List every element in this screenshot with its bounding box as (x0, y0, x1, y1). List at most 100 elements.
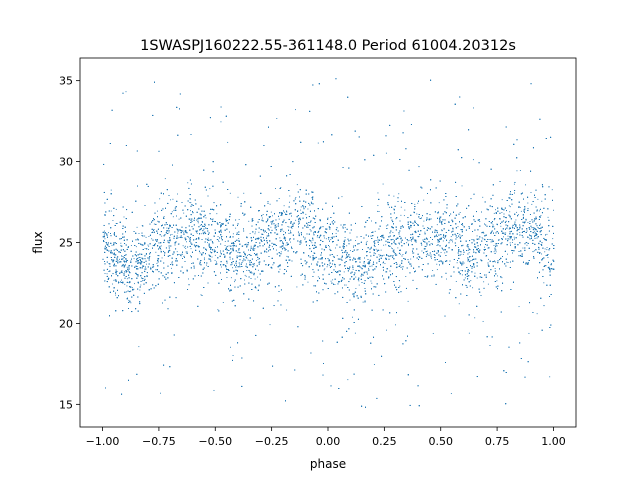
data-point (137, 257, 139, 259)
data-point (166, 227, 168, 229)
data-point (137, 263, 139, 265)
data-point (530, 192, 532, 193)
data-point (483, 281, 485, 283)
data-point (158, 258, 160, 259)
data-point (214, 260, 216, 262)
data-point (383, 254, 385, 256)
data-point (527, 202, 529, 204)
data-point (138, 233, 140, 234)
data-point (183, 246, 185, 248)
data-point (323, 269, 325, 271)
data-point (546, 247, 548, 249)
data-point (298, 223, 299, 225)
data-point (257, 258, 259, 260)
data-point (177, 232, 179, 234)
data-point (362, 301, 364, 303)
data-point (403, 215, 405, 217)
data-point (482, 320, 484, 322)
data-point (522, 247, 524, 249)
data-point (290, 241, 291, 243)
data-point (416, 213, 418, 215)
data-point (263, 231, 265, 233)
data-point (269, 203, 271, 205)
data-point (115, 223, 117, 224)
data-point (460, 270, 462, 271)
data-point (544, 251, 546, 253)
data-point (275, 249, 277, 251)
data-point (227, 141, 229, 143)
data-point (113, 279, 115, 281)
data-point (335, 247, 336, 249)
data-point (483, 232, 485, 234)
data-point (123, 216, 125, 218)
data-point (467, 249, 469, 251)
data-point (170, 267, 172, 269)
data-point (269, 244, 270, 246)
data-point (250, 245, 252, 247)
data-point (200, 233, 202, 235)
data-point (128, 299, 130, 301)
data-point (493, 219, 495, 221)
data-point (125, 260, 127, 262)
data-point (438, 202, 440, 204)
data-point (190, 255, 191, 257)
data-point (406, 242, 408, 244)
data-point (252, 218, 254, 220)
data-point (332, 279, 334, 281)
data-point (249, 260, 251, 262)
data-point (330, 239, 332, 241)
data-point (473, 239, 475, 240)
data-point (283, 205, 285, 207)
data-point (147, 244, 149, 246)
data-point (449, 240, 451, 242)
data-point (256, 260, 258, 262)
data-point (300, 206, 302, 208)
data-point (393, 195, 395, 197)
data-point (139, 289, 141, 291)
data-point (493, 251, 495, 253)
data-point (349, 299, 351, 301)
data-point (199, 224, 201, 226)
data-point (214, 247, 216, 248)
data-point (436, 269, 438, 271)
data-point (154, 243, 156, 245)
data-point (544, 248, 546, 250)
data-point (207, 237, 209, 239)
data-point (476, 277, 478, 279)
data-point (395, 324, 396, 326)
data-point (503, 236, 504, 238)
data-point (200, 294, 202, 296)
data-point (257, 237, 259, 239)
data-point (440, 216, 442, 218)
data-point (383, 244, 385, 246)
data-point (424, 231, 426, 233)
data-point (536, 313, 538, 315)
data-point (392, 248, 393, 250)
data-point (371, 220, 372, 222)
data-point (522, 235, 523, 236)
data-point (409, 239, 411, 241)
data-point (391, 247, 392, 249)
data-point (191, 263, 193, 264)
data-point (110, 189, 112, 191)
data-point (122, 264, 123, 266)
data-point (520, 210, 522, 212)
data-point (226, 246, 228, 248)
data-point (462, 253, 464, 255)
data-point (241, 255, 242, 257)
data-point (270, 226, 272, 228)
data-point (261, 217, 263, 219)
data-point (220, 266, 222, 268)
data-point (517, 214, 519, 216)
data-point (341, 196, 343, 198)
data-point (503, 216, 504, 218)
data-point (528, 236, 530, 238)
data-point (513, 236, 515, 238)
data-point (159, 221, 160, 223)
data-point (444, 252, 446, 254)
data-point (205, 217, 207, 219)
data-point (528, 332, 530, 334)
data-point (399, 253, 401, 255)
data-point (330, 280, 332, 282)
data-point (534, 218, 536, 220)
